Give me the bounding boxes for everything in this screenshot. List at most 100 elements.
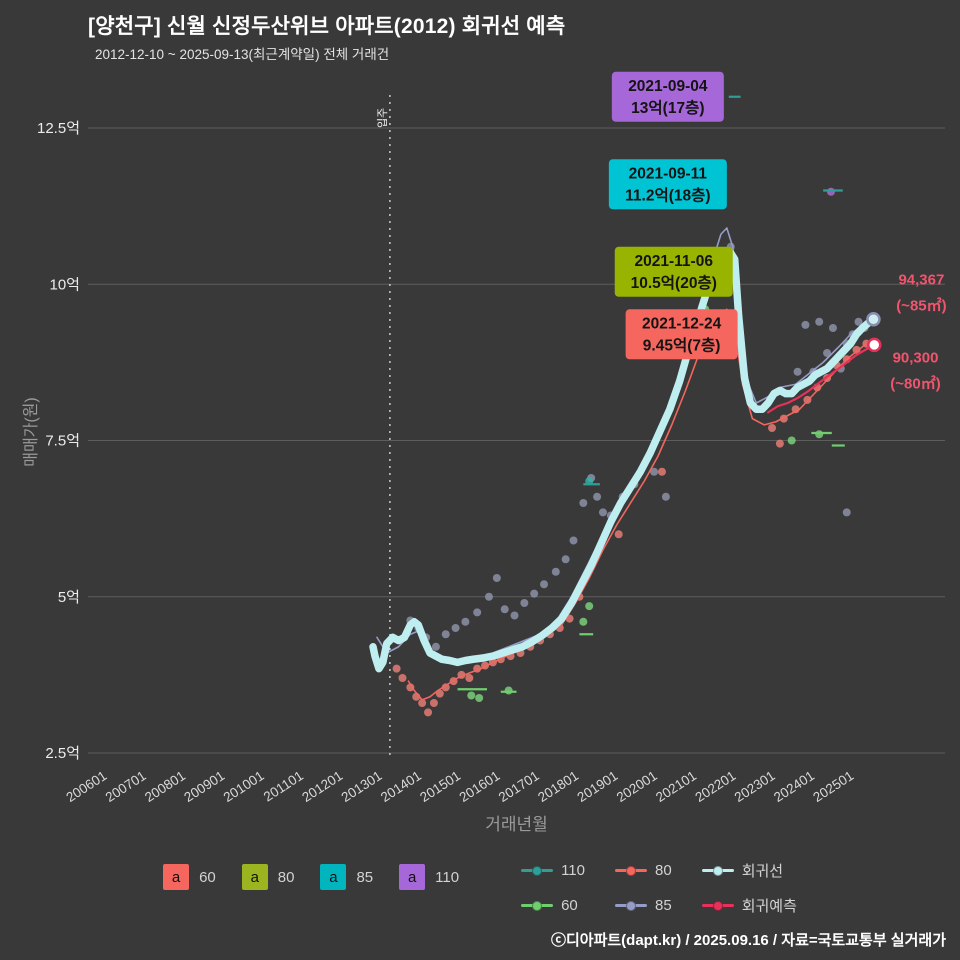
- x-tick-label: 202201: [692, 768, 738, 805]
- annotation-box: [625, 309, 738, 360]
- series-회귀선: [369, 249, 878, 673]
- annotation-text: 2021-11-06: [635, 253, 714, 270]
- scatter-point-60: [657, 467, 666, 476]
- scatter-point-85: [520, 599, 529, 607]
- y-tick-label: 12.5억: [37, 120, 80, 137]
- scatter-point-85: [815, 317, 824, 326]
- scatter-point-85: [484, 592, 493, 601]
- series-회귀예측: [766, 343, 876, 414]
- scatter-point-60: [398, 674, 407, 682]
- badge-marker-icon: a: [241, 864, 268, 890]
- scatter-point-85: [854, 317, 863, 326]
- prediction-price-label: (~80㎡): [890, 374, 940, 392]
- scatter-point-60: [852, 345, 861, 354]
- x-axis-label: 거래년월: [485, 815, 548, 834]
- scatter-point-85: [561, 555, 570, 564]
- endpoint-marker: [866, 337, 882, 353]
- scatter-point-60: [768, 424, 777, 432]
- annotation-box: [614, 246, 733, 297]
- x-tick-label: 201401: [378, 768, 424, 805]
- scatter-point-85: [842, 508, 851, 517]
- legend-line-85: 85: [615, 895, 672, 916]
- x-tick-label: 201001: [221, 768, 267, 805]
- annotation-text: 2021-12-24: [642, 315, 722, 332]
- x-tick-label: 202101: [653, 768, 699, 805]
- scatter-point-60: [614, 530, 623, 539]
- scatter-point-60-green: [475, 694, 484, 702]
- scatter-point-60: [791, 405, 800, 414]
- scatter-point-60: [424, 708, 433, 717]
- prediction-price-label: 90,300: [893, 349, 939, 366]
- annotation-text: 9.45억(7층): [643, 335, 721, 354]
- legend-badge-label: 60: [199, 868, 216, 886]
- x-tick-label: 201701: [496, 768, 542, 805]
- scatter-point-60: [429, 699, 438, 707]
- annotation-text: 13억(17층): [631, 98, 704, 117]
- legend-badge-label: 110: [435, 868, 460, 886]
- annotation-text: 10.5억(20층): [631, 273, 717, 292]
- y-tick-label: 10억: [50, 276, 81, 293]
- legend-line-label: 회귀예측: [741, 898, 797, 915]
- scatter-point-60: [465, 674, 474, 682]
- badge-marker-icon: a: [320, 864, 347, 890]
- scatter-point-110-purple: [826, 187, 835, 196]
- legend-line-회귀예측: 회귀예측: [701, 895, 797, 916]
- legend-badge-label: 80: [277, 868, 295, 886]
- x-tick-label: 202001: [614, 768, 660, 805]
- x-tick-label: 202301: [732, 768, 778, 805]
- legend-badges: a 60 a 80 a 85 a 110: [163, 856, 459, 890]
- badge-marker-icon: a: [163, 864, 190, 890]
- scatter-point-60: [435, 689, 444, 698]
- scatter-point-85: [593, 492, 602, 501]
- legend-badge-label: 85: [356, 868, 374, 886]
- scatter-point-85: [492, 574, 501, 582]
- x-tick-label: 201201: [299, 768, 345, 805]
- footer-credit: ⓒ디아파트(dapt.kr) / 2025.09.16 / 자료=국토교통부 실…: [550, 932, 946, 949]
- scatter-point-85: [801, 320, 810, 329]
- scatter-point-60: [775, 439, 784, 448]
- legend-line-110: 110: [521, 860, 585, 881]
- scatter-point-85: [579, 499, 588, 507]
- scatter-point-85: [461, 617, 470, 626]
- scatter-point-85: [793, 367, 802, 376]
- x-tick-label: 201601: [457, 768, 503, 805]
- scatter-point-85: [500, 605, 509, 614]
- legend-lines: 110 80 회귀선 60 85 회귀예측: [521, 856, 797, 916]
- series-80: [407, 308, 872, 701]
- x-tick-label: 201101: [261, 768, 306, 805]
- scatter-point-85: [431, 642, 440, 651]
- x-tick-label: 200601: [63, 768, 109, 805]
- scatter-point-85: [650, 467, 659, 476]
- page-title: [양천구] 신월 신정두산위브 아파트(2012) 회귀선 예측: [88, 15, 566, 38]
- x-tick-label: 202501: [810, 768, 856, 805]
- x-tick-label: 200701: [103, 768, 149, 805]
- annotation-box: [611, 71, 724, 122]
- scatter-point-85: [598, 508, 607, 517]
- scatter-point-85: [569, 536, 578, 545]
- scatter-point-60: [441, 683, 450, 692]
- annotation-text: 2021-09-04: [628, 78, 708, 95]
- scatter-point-85-teal: [585, 477, 594, 486]
- scatter-point-85: [510, 611, 519, 620]
- x-tick-label: 201301: [339, 768, 385, 805]
- scatter-point-85: [473, 608, 482, 617]
- line-marker-icon: [521, 900, 554, 911]
- x-tick-label: 201901: [575, 768, 621, 805]
- badge-marker-icon: a: [399, 864, 426, 890]
- scatter-point-60: [418, 699, 427, 707]
- annotation-box: [608, 159, 727, 210]
- x-tick-label: 201801: [535, 768, 581, 805]
- scatter-point-85: [530, 589, 539, 598]
- legend: a 60 a 80 a 85 a 110 110 80 회귀선 60 85 회귀예측: [0, 856, 960, 916]
- x-tick-label: 200801: [142, 768, 188, 805]
- move-in-label: 입주: [376, 108, 389, 128]
- prediction-price-label: (~85㎡): [896, 296, 946, 314]
- scatter-point-85: [823, 349, 832, 357]
- legend-line-label: 80: [655, 862, 672, 879]
- line-marker-icon: [615, 865, 647, 876]
- scatter-point-60-green: [815, 430, 824, 439]
- line-marker-icon: [701, 865, 734, 876]
- scatter-point-60-green: [467, 691, 476, 700]
- x-tick-label: 202401: [771, 768, 817, 805]
- legend-badge-80: a 80: [241, 864, 295, 890]
